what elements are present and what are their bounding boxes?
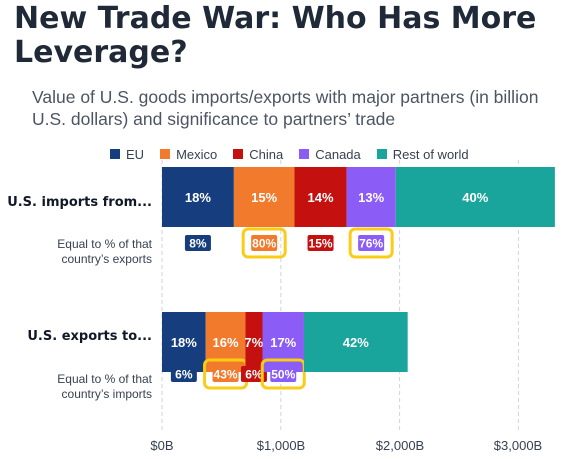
bar-imports-mexico <box>233 167 295 227</box>
badge-label-exports-china: 6% <box>245 368 263 382</box>
bar-label-exports-canada: 17% <box>270 335 296 350</box>
badge-imports-china <box>307 235 334 251</box>
legend-label-mexico: Mexico <box>176 146 218 162</box>
bar-exports-eu <box>162 312 206 372</box>
x-tick-label-2000: $2,000B <box>375 438 425 453</box>
sub-label-exports-line2: country’s imports <box>61 387 152 401</box>
row-label-imports: U.S. imports from... <box>7 195 152 210</box>
bar-label-exports-eu: 18% <box>171 335 197 350</box>
legend-swatch-canada <box>299 149 310 159</box>
badge-exports-china <box>240 366 267 382</box>
chart-subtitle: Value of U.S. goods imports/exports with… <box>32 87 539 129</box>
highlight-imports-canada <box>348 227 394 259</box>
legend-item-china: China <box>233 147 283 162</box>
legend-swatch-china <box>233 149 244 159</box>
bar-imports-eu <box>162 167 234 227</box>
legend-label-china: China <box>249 146 284 162</box>
badge-exports-mexico <box>212 366 239 382</box>
chart-title: New Trade War: Who Has More Leverage? <box>14 1 537 70</box>
bar-exports-mexico <box>205 312 246 372</box>
badge-label-imports-china: 15% <box>309 237 333 251</box>
x-tick-label-0: $0B <box>150 438 174 453</box>
legend-item-eu: EU <box>110 147 144 162</box>
x-tick-label-3000: $3,000B <box>493 438 543 453</box>
legend-label-rest-of-world: Rest of world <box>392 146 469 162</box>
x-tick-label-1000: $1,000B <box>256 438 306 453</box>
chart-legend: EU Mexico China Canada Rest of world <box>110 146 485 162</box>
legend-item-rest-of-world: Rest of world <box>376 146 469 162</box>
bar-label-imports-china: 14% <box>308 190 334 205</box>
legend-swatch-rest-of-world <box>376 149 387 159</box>
bar-imports-china <box>294 167 347 227</box>
bar-exports-canada <box>262 312 304 372</box>
legend-label-canada: Canada <box>315 146 361 162</box>
bar-label-imports-mexico: 15% <box>251 190 277 205</box>
highlight-exports-canada <box>260 358 306 390</box>
bar-label-exports-china: 7% <box>245 335 264 350</box>
sub-label-imports-line1: Equal to % of that <box>57 237 152 251</box>
bar-label-imports-rest-of-world: 40% <box>462 190 488 205</box>
bar-label-imports-eu: 18% <box>185 190 211 205</box>
badge-imports-canada <box>358 235 385 251</box>
sub-label-exports: Equal to % of that country’s imports <box>12 372 152 402</box>
legend-swatch-eu <box>110 149 120 159</box>
badge-label-exports-eu: 6% <box>175 368 193 382</box>
badge-label-imports-canada: 76% <box>359 237 383 251</box>
legend-item-mexico: Mexico <box>160 147 217 162</box>
bar-exports-rest-of-world <box>303 312 408 372</box>
badge-label-exports-canada: 50% <box>271 368 295 382</box>
badge-label-exports-mexico: 43% <box>214 368 238 382</box>
legend-item-canada: Canada <box>299 147 361 162</box>
sub-label-imports-line2: country’s exports <box>61 252 153 266</box>
legend-swatch-mexico <box>160 149 171 159</box>
badge-label-imports-eu: 8% <box>189 237 207 251</box>
bar-imports-rest-of-world <box>395 167 555 227</box>
sub-label-imports: Equal to % of that country’s exports <box>12 237 152 267</box>
row-label-exports: U.S. exports to... <box>27 329 152 344</box>
sub-label-exports-line1: Equal to % of that <box>57 372 152 386</box>
badge-imports-eu <box>184 235 211 251</box>
bar-label-imports-canada: 13% <box>358 190 384 205</box>
badge-imports-mexico <box>251 235 278 251</box>
bar-imports-canada <box>346 167 396 227</box>
bar-exports-china <box>245 312 263 372</box>
badge-exports-eu <box>170 366 197 382</box>
bar-label-exports-mexico: 16% <box>213 335 239 350</box>
bar-label-exports-rest-of-world: 42% <box>343 335 369 350</box>
legend-label-eu: EU <box>126 146 145 162</box>
highlight-imports-mexico <box>241 227 287 259</box>
badge-exports-canada <box>270 366 297 382</box>
badge-label-imports-mexico: 80% <box>252 237 276 251</box>
